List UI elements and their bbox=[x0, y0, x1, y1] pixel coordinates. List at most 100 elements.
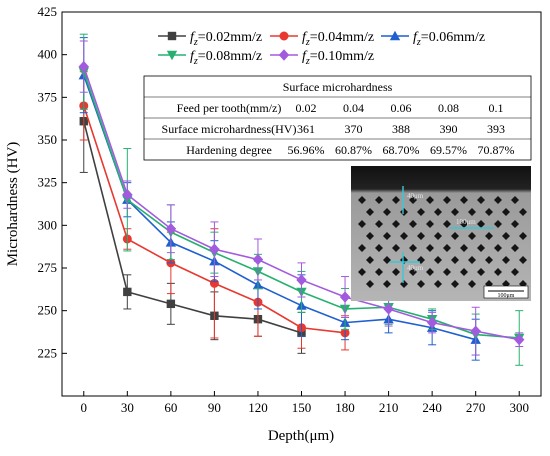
indentation-mark bbox=[383, 232, 391, 240]
indentation-mark bbox=[434, 232, 442, 240]
indentation-mark bbox=[443, 268, 451, 276]
table-cell: 388 bbox=[392, 122, 410, 136]
y-tick-label: 275 bbox=[38, 260, 58, 275]
indentation-mark bbox=[477, 220, 485, 228]
indentation-mark bbox=[400, 232, 408, 240]
y-tick-label: 400 bbox=[38, 47, 58, 62]
indentation-mark bbox=[494, 220, 502, 228]
indentation-mark bbox=[426, 244, 434, 252]
data-point bbox=[514, 333, 525, 346]
x-tick-label: 210 bbox=[379, 400, 399, 415]
micrograph-label-right: 100μm bbox=[456, 218, 476, 226]
data-point bbox=[166, 299, 176, 309]
y-tick-label: 425 bbox=[38, 4, 58, 19]
indentation-mark bbox=[494, 244, 502, 252]
legend-item: fz=0.10mm/z bbox=[270, 49, 374, 67]
indentation-mark bbox=[468, 208, 476, 216]
data-point bbox=[78, 60, 89, 73]
x-tick-label: 120 bbox=[248, 400, 268, 415]
table-cell: 68.70% bbox=[383, 143, 420, 157]
indentation-mark bbox=[485, 256, 493, 264]
indentation-mark bbox=[460, 196, 468, 204]
x-tick-label: 180 bbox=[335, 400, 355, 415]
indentation-mark bbox=[358, 196, 366, 204]
indentation-mark bbox=[383, 280, 391, 288]
legend-item: fz=0.06mm/z bbox=[381, 30, 485, 48]
indentation-mark bbox=[519, 208, 527, 216]
data-point bbox=[122, 188, 133, 201]
data-point bbox=[209, 278, 219, 288]
legend-label: fz=0.02mm/z bbox=[190, 30, 262, 48]
legend-item: fz=0.02mm/z bbox=[158, 30, 262, 48]
indentation-mark bbox=[519, 256, 527, 264]
indentation-mark bbox=[502, 208, 510, 216]
x-tick-label: 0 bbox=[81, 400, 88, 415]
indentation-mark bbox=[434, 256, 442, 264]
scale-bar-box bbox=[483, 285, 529, 299]
indentation-mark bbox=[426, 196, 434, 204]
indentation-mark bbox=[477, 244, 485, 252]
y-axis-title: Microhardness (HV) bbox=[5, 142, 21, 267]
legend-label: fz=0.10mm/z bbox=[302, 49, 374, 67]
indentation-mark bbox=[409, 196, 417, 204]
indentation-mark bbox=[358, 268, 366, 276]
indentation-mark bbox=[409, 268, 417, 276]
data-point bbox=[383, 303, 394, 315]
data-point bbox=[123, 287, 132, 297]
indentation-mark bbox=[417, 232, 425, 240]
data-point bbox=[252, 253, 264, 266]
indentation-mark bbox=[443, 220, 451, 228]
tick-layer: 0 30 60 90 120 150 180 210 240 270 300 225 250 275 300… bbox=[38, 4, 529, 415]
indentation-mark bbox=[358, 244, 366, 252]
indentation-mark bbox=[400, 208, 408, 216]
indentation-mark bbox=[468, 232, 476, 240]
legend-swatch-marker bbox=[166, 50, 178, 61]
x-tick-label: 60 bbox=[164, 400, 177, 415]
indentation-mark bbox=[511, 268, 519, 276]
indentation-mark bbox=[426, 268, 434, 276]
indentation-mark bbox=[460, 244, 468, 252]
legend-swatch-marker bbox=[389, 30, 401, 41]
indentation-mark bbox=[511, 220, 519, 228]
table-row-label: Feed per tooth(mm/z) bbox=[177, 101, 282, 115]
table-cell: 0.02 bbox=[296, 101, 317, 115]
series bbox=[78, 40, 525, 356]
indentation-mark bbox=[451, 232, 459, 240]
indentation-mark bbox=[494, 268, 502, 276]
indentation-mark bbox=[375, 220, 383, 228]
indentation-mark bbox=[383, 208, 391, 216]
y-tick-label: 225 bbox=[38, 345, 58, 360]
table-cell: 0.08 bbox=[438, 101, 459, 115]
indentation-mark bbox=[485, 232, 493, 240]
x-tick-label: 270 bbox=[466, 400, 486, 415]
micrograph-inset: 40μm 100μm 40μm 100μm bbox=[351, 166, 531, 301]
indentation-mark bbox=[460, 220, 468, 228]
y-tick-label: 325 bbox=[38, 175, 58, 190]
legend-label: fz=0.06mm/z bbox=[413, 30, 485, 48]
legend-item: fz=0.04mm/z bbox=[270, 30, 374, 48]
data-point bbox=[470, 325, 481, 337]
x-tick-label: 30 bbox=[121, 400, 134, 415]
indentation-mark bbox=[383, 256, 391, 264]
x-tick-label: 300 bbox=[509, 400, 529, 415]
data-point bbox=[165, 223, 177, 235]
indentation-mark bbox=[366, 280, 374, 288]
indentation-mark bbox=[417, 208, 425, 216]
indentation-mark bbox=[392, 268, 400, 276]
indentation-mark bbox=[375, 244, 383, 252]
legend: fz=0.02mm/z fz=0.04mm/z fz=0.06mm/z fz=0.08… bbox=[158, 30, 485, 67]
indentation-mark bbox=[426, 220, 434, 228]
indentation-mark bbox=[366, 256, 374, 264]
micrograph-label-top: 40μm bbox=[407, 192, 424, 200]
indentation-mark bbox=[502, 232, 510, 240]
scale-bar-label: 100μm bbox=[498, 293, 515, 299]
data-point bbox=[426, 316, 438, 329]
indentation-mark bbox=[468, 280, 476, 288]
indentation-mark bbox=[494, 196, 502, 204]
indentation-mark bbox=[460, 268, 468, 276]
indentation-mark bbox=[375, 268, 383, 276]
indentation-mark bbox=[468, 256, 476, 264]
indentation-mark bbox=[392, 220, 400, 228]
indentation-mark bbox=[443, 244, 451, 252]
